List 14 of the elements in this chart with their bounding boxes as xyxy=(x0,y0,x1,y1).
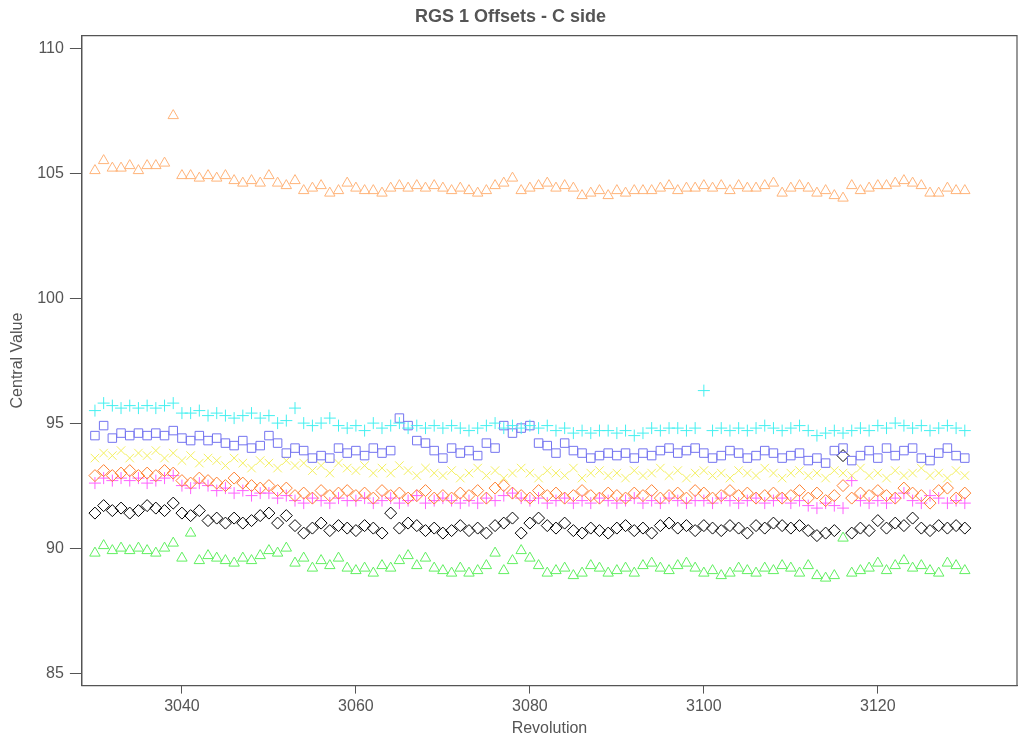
y-tick-label: 110 xyxy=(38,38,64,56)
y-tick-label: 95 xyxy=(46,413,64,431)
x-tick-label: 3080 xyxy=(512,696,548,714)
x-tick-label: 3100 xyxy=(686,696,722,714)
x-tick-label: 3040 xyxy=(164,696,200,714)
y-tick-label: 85 xyxy=(46,663,64,681)
x-tick-label: 3120 xyxy=(860,696,896,714)
chart-title: RGS 1 Offsets - C side xyxy=(414,5,607,26)
x-tick-label: 3060 xyxy=(338,696,374,714)
y-axis-title: Central Value xyxy=(8,312,26,409)
y-tick-label: 100 xyxy=(37,288,64,306)
y-tick-label: 105 xyxy=(37,163,64,181)
x-axis-title: Revolution xyxy=(511,718,588,736)
y-tick-label: 90 xyxy=(46,538,64,556)
